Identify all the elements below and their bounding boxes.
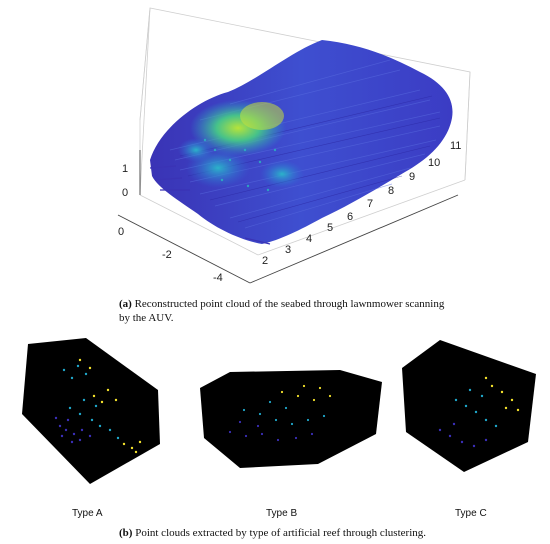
x-tick: 6 <box>347 211 353 223</box>
panel-type-a <box>22 338 160 484</box>
caption-a-label: (a) <box>119 298 132 310</box>
axes-box <box>139 7 471 256</box>
y-tick: 0 <box>118 226 124 238</box>
x-tick: 8 <box>388 185 394 197</box>
y-tick: -4 <box>213 272 223 284</box>
caption-a-text: Reconstructed point cloud of the seabed … <box>119 298 445 324</box>
x-tick: 3 <box>285 244 291 256</box>
x-tick: 11 <box>450 140 461 152</box>
caption-b: (b) Point clouds extracted by type of ar… <box>119 526 459 540</box>
x-tick: 10 <box>428 157 440 169</box>
z-tick: 1 <box>122 163 128 175</box>
panel-type-b <box>200 370 382 468</box>
x-tick: 5 <box>327 222 333 234</box>
caption-b-text: Point clouds extracted by type of artifi… <box>135 527 426 539</box>
x-tick: 4 <box>306 233 312 245</box>
reef-type-panels <box>22 338 536 484</box>
type-b-label: Type B <box>266 508 298 519</box>
x-tick: 2 <box>262 255 268 267</box>
caption-b-label: (b) <box>119 527 133 539</box>
z-axis-ticks: 1 0 <box>122 163 128 199</box>
caption-a: (a) Reconstructed point cloud of the sea… <box>119 297 449 325</box>
axes-lines <box>117 150 459 284</box>
panel-type-c <box>402 340 536 472</box>
y-tick: -2 <box>162 249 172 261</box>
x-tick: 9 <box>409 171 415 183</box>
x-tick: 7 <box>367 198 373 210</box>
z-tick: 0 <box>122 187 128 199</box>
type-c-label: Type C <box>455 508 487 519</box>
y-axis-ticks: 0 -2 -4 <box>118 226 223 284</box>
seabed-surface <box>149 40 453 245</box>
seabed-point-cloud-plot: 1 0 0 -2 -4 2 3 4 5 6 7 8 9 10 11 <box>117 7 471 284</box>
x-axis-ticks: 2 3 4 5 6 7 8 9 10 11 <box>262 140 461 267</box>
type-a-label: Type A <box>72 508 103 519</box>
